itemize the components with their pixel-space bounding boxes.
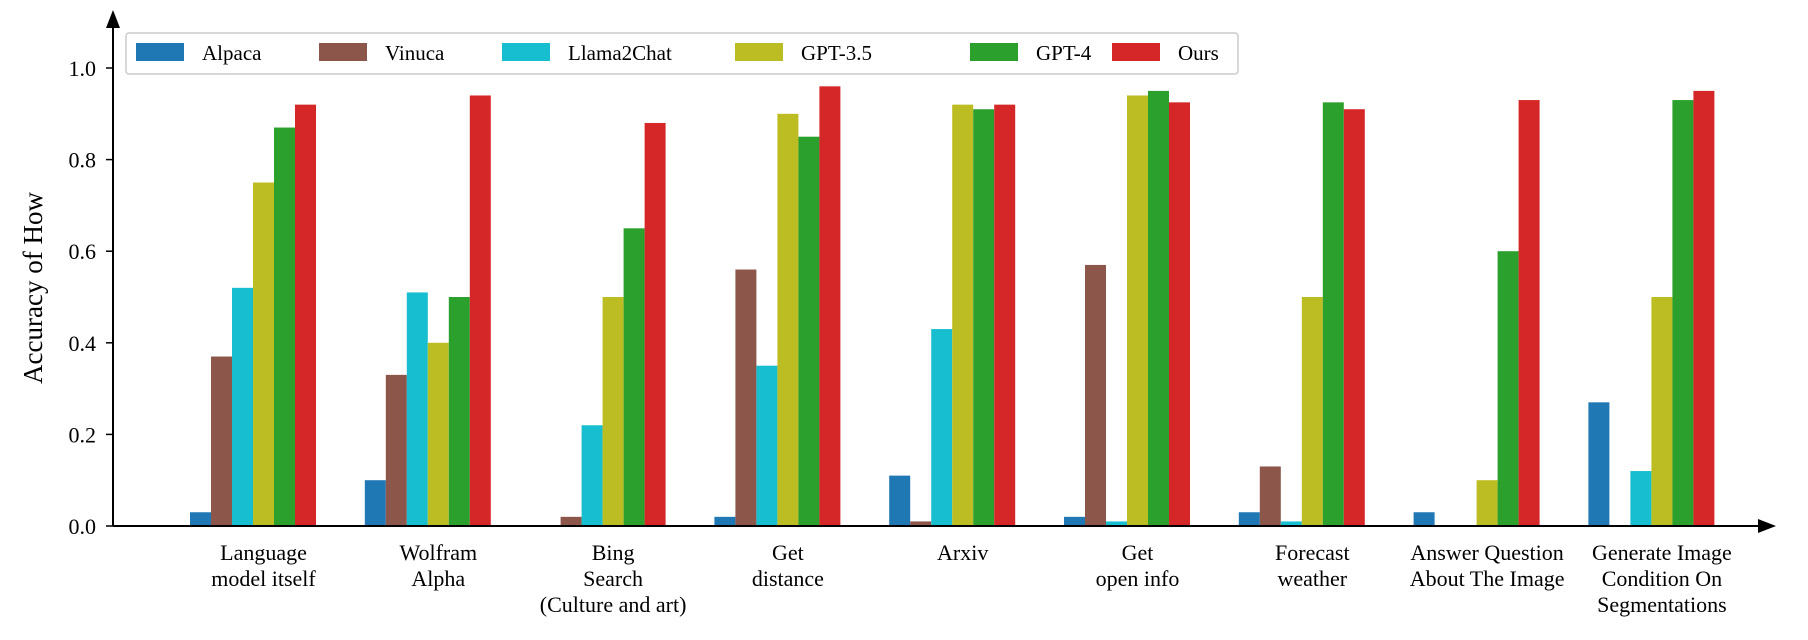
bar-vinuca [910, 521, 932, 526]
y-tick-label: 0.2 [69, 422, 97, 447]
bar-gpt-4 [973, 109, 995, 526]
y-axis-title: Accuracy of How [18, 192, 48, 384]
bar-vinuca [1259, 466, 1281, 526]
y-ticks: 0.0 0.2 0.4 0.6 0.8 1.0 [69, 56, 113, 539]
legend-label: Vinuca [385, 41, 445, 65]
y-tick-label: 0.4 [69, 331, 97, 356]
legend-swatch [319, 43, 367, 61]
x-category-label: Forecast weather [1275, 540, 1350, 591]
bar-gpt-3-5 [777, 113, 799, 527]
axes-layer [106, 10, 1776, 533]
bar-alpaca [889, 475, 911, 526]
bar-ours [1343, 109, 1365, 526]
legend: Alpaca Vinuca Llama2Chat GPT-3.5 GPT-4 Ours [125, 32, 1239, 75]
legend-label: Llama2Chat [568, 41, 672, 65]
x-axis-arrowhead [1758, 519, 1776, 533]
legend-label: Alpaca [202, 41, 262, 65]
bar-gpt-3-5 [253, 182, 274, 526]
bar-alpaca [1588, 402, 1610, 526]
bar-llama2chat [756, 365, 778, 526]
bar-alpaca [1238, 512, 1260, 526]
legend-frame [125, 32, 1239, 75]
bar-vinuca [560, 516, 582, 526]
bar-llama2chat [232, 287, 253, 526]
bar-llama2chat [581, 425, 603, 526]
legend-label: GPT-4 [1036, 41, 1092, 65]
bar-ours [1169, 102, 1190, 526]
y-tick-label: 0.0 [69, 514, 97, 539]
legend-swatch [502, 43, 550, 61]
y-axis-arrowhead [106, 10, 120, 28]
bar-vinuca [385, 374, 407, 526]
legend-swatch [1112, 43, 1160, 61]
legend-swatch [970, 43, 1018, 61]
bar-gpt-4 [1672, 100, 1694, 526]
bar-gpt-3-5 [1127, 95, 1148, 526]
bar-ours [1518, 100, 1540, 526]
bar-ours [819, 86, 841, 526]
bar-gpt-4 [1148, 90, 1169, 527]
x-category-label: Bing Search (Culture and art) [540, 540, 687, 617]
bar-gpt-4 [274, 127, 295, 526]
bar-vinuca [735, 269, 757, 526]
bar-gpt-4 [623, 228, 645, 527]
bar-gpt-4 [448, 297, 470, 526]
bar-llama2chat [406, 292, 428, 526]
x-category-label: Language model itself [211, 540, 316, 591]
y-tick-label: 1.0 [69, 56, 97, 81]
bar-gpt-3-5 [602, 297, 624, 526]
y-tick-label: 0.8 [69, 148, 97, 173]
legend-swatch [136, 43, 184, 61]
bar-ours [644, 122, 666, 527]
legend-label: GPT-3.5 [801, 41, 872, 65]
bar-gpt-3-5 [952, 104, 974, 526]
bar-ours [994, 104, 1016, 526]
x-category-label: Arxiv [937, 540, 988, 565]
x-category-label: Wolfram Alpha [399, 540, 477, 591]
bar-ours [1693, 90, 1715, 527]
bar-gpt-3-5 [1651, 297, 1673, 526]
bar-alpaca [190, 512, 211, 526]
bar-alpaca [364, 480, 386, 526]
bar-ours [295, 104, 316, 526]
bar-llama2chat [1630, 471, 1652, 526]
legend-label: Ours [1178, 41, 1219, 65]
x-category-label: Answer Question About The Image [1410, 540, 1565, 591]
x-category-label: Get distance [752, 540, 824, 591]
bar-alpaca [1064, 516, 1085, 526]
bar-gpt-4 [1322, 102, 1344, 526]
bar-llama2chat [931, 329, 953, 526]
bars-layer [190, 86, 1715, 527]
legend-swatch [735, 43, 783, 61]
bar-gpt-4 [1497, 251, 1519, 526]
bar-llama2chat [1106, 521, 1127, 526]
bar-gpt-4 [798, 136, 820, 526]
bar-gpt-3-5 [1301, 297, 1323, 526]
x-category-label: Generate Image Condition On Segmentations [1592, 540, 1732, 617]
bar-ours [469, 95, 491, 526]
x-category-label: Get open info [1096, 540, 1180, 591]
bar-vinuca [211, 356, 232, 526]
bar-alpaca [714, 516, 736, 526]
bar-llama2chat [1280, 521, 1302, 526]
bar-gpt-3-5 [427, 342, 449, 526]
x-category-labels: Language model itself Wolfram Alpha Bing Sear… [211, 540, 1732, 617]
bar-alpaca [1413, 512, 1435, 526]
bar-vinuca [1085, 264, 1106, 526]
bar-gpt-3-5 [1476, 480, 1498, 526]
y-tick-label: 0.6 [69, 239, 97, 264]
